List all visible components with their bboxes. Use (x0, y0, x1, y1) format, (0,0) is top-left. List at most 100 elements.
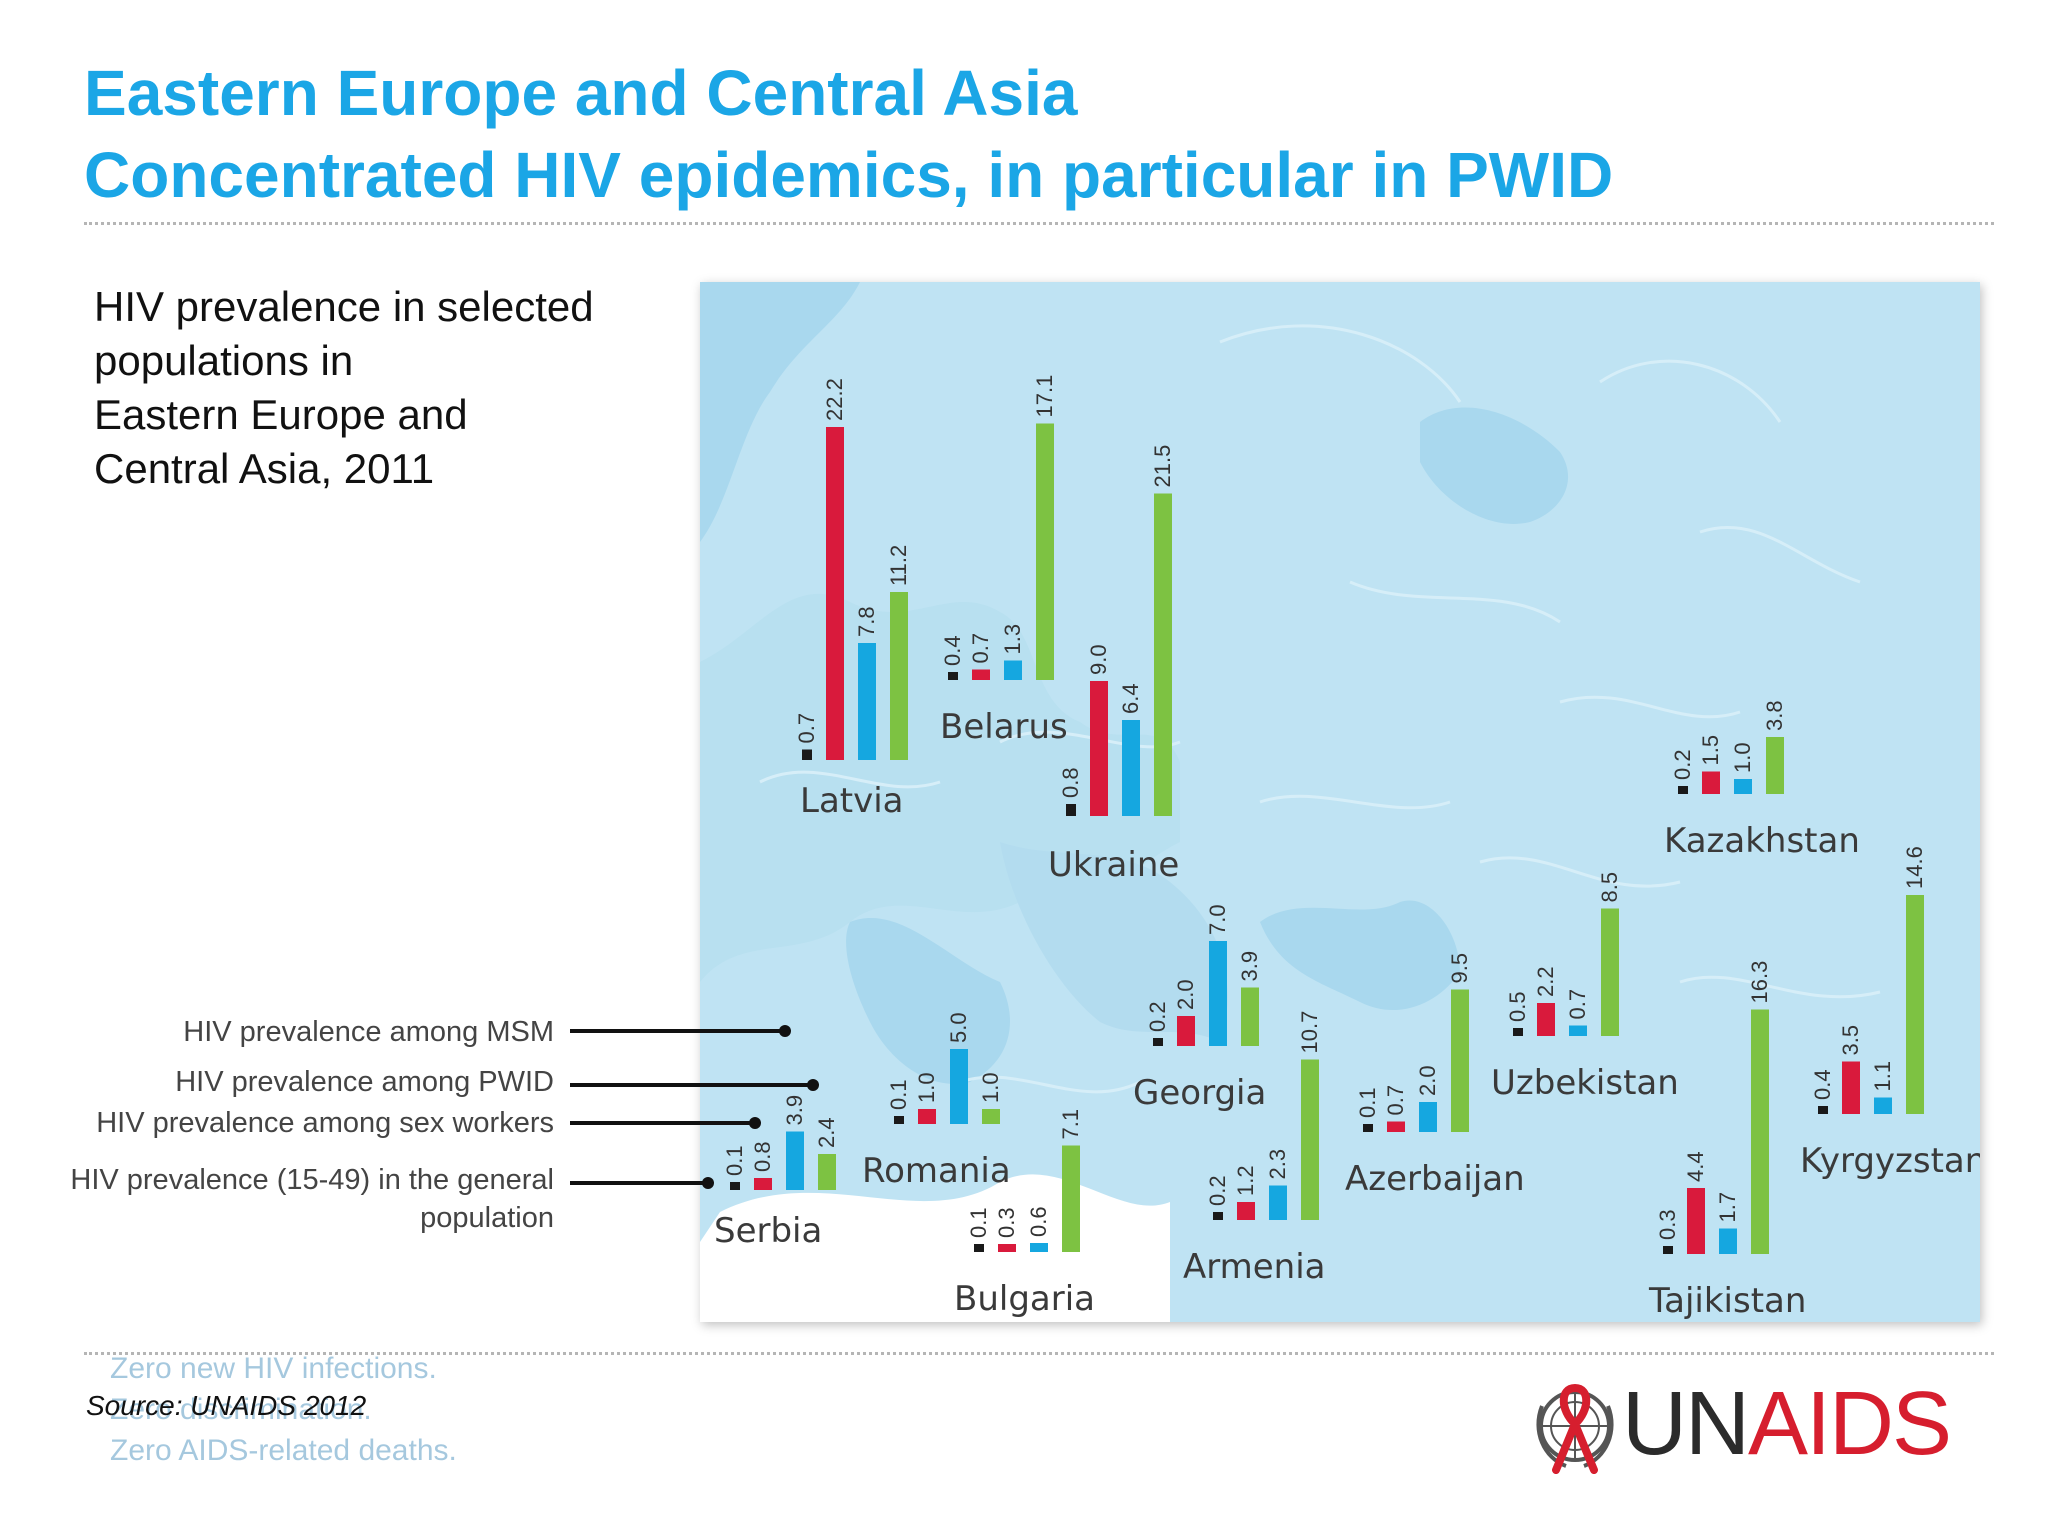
bar-serbia-sex-workers (754, 1178, 772, 1190)
value-label-romania-msm: 5.0 (946, 1012, 971, 1043)
country-label-kyrgyzstan: Kyrgyzstan (1800, 1141, 1980, 1181)
legend-general-line-1: HIV prevalence (15-49) in the general (70, 1164, 554, 1196)
value-label-belarus-msm: 1.3 (1000, 624, 1025, 655)
bar-bulgaria-sex-workers (998, 1244, 1016, 1252)
legend-sex-workers-dot (749, 1117, 761, 1129)
legend-sex-workers-label: HIV prevalence among sex workers (96, 1107, 554, 1139)
country-label-bulgaria: Bulgaria (954, 1279, 1095, 1319)
country-group-tajikistan: 0.3 4.4 1.7 16.3 Tajikistan (1648, 961, 1806, 1321)
country-group-bulgaria: 0.1 0.3 0.6 7.1 Bulgaria (954, 1109, 1095, 1319)
top-divider (84, 222, 1994, 225)
map-chart: 0.7 22.2 7.8 11.2 Latvia 0.4 0.7 1.3 17.1 Belarus… (700, 282, 1986, 1322)
value-label-bulgaria-pwid: 7.1 (1058, 1109, 1083, 1140)
value-label-romania-sex-workers: 1.0 (914, 1072, 939, 1103)
country-group-serbia: 0.1 0.8 3.9 2.4 Serbia (714, 1095, 839, 1251)
value-label-bulgaria-msm: 0.6 (1026, 1206, 1051, 1237)
bar-azerbaijan-pwid (1451, 989, 1469, 1132)
legend-general-connector (570, 1181, 708, 1185)
page-title: Eastern Europe and Central Asia Concentr… (84, 52, 1613, 216)
title-line-2: Concentrated HIV epidemics, in particula… (84, 139, 1614, 211)
value-label-belarus-general: 0.4 (940, 635, 965, 666)
value-label-bulgaria-general: 0.1 (966, 1207, 991, 1238)
bar-ukraine-msm (1122, 720, 1140, 816)
value-label-azerbaijan-sex-workers: 0.7 (1383, 1085, 1408, 1116)
value-label-georgia-sex-workers: 2.0 (1173, 979, 1198, 1010)
legend-pwid-label: HIV prevalence among PWID (175, 1066, 554, 1098)
bar-armenia-general (1213, 1212, 1223, 1220)
country-group-kazakhstan: 0.2 1.5 1.0 3.8 Kazakhstan (1664, 700, 1860, 861)
value-label-uzbekistan-msm: 0.7 (1565, 989, 1590, 1020)
bar-bulgaria-msm (1030, 1243, 1048, 1252)
value-label-ukraine-sex-workers: 9.0 (1086, 644, 1111, 675)
bar-romania-general (894, 1116, 904, 1124)
legend-msm-dot (779, 1025, 791, 1037)
bar-romania-pwid (982, 1109, 1000, 1124)
value-label-kyrgyzstan-msm: 1.1 (1870, 1061, 1895, 1092)
bar-tajikistan-pwid (1751, 1009, 1769, 1254)
unaids-logo: UNAIDS (1530, 1370, 1952, 1480)
country-label-ukraine: Ukraine (1048, 845, 1179, 885)
slogan-line-3: Zero AIDS-related deaths. (110, 1434, 457, 1467)
legend-pwid-connector (570, 1083, 813, 1087)
legend-general-dot (702, 1177, 714, 1189)
bar-georgia-sex-workers (1177, 1016, 1195, 1046)
bar-belarus-sex-workers (972, 669, 990, 680)
legend-general-label: HIV prevalence (15-49) in the general po… (70, 1161, 554, 1237)
value-label-armenia-pwid: 10.7 (1297, 1011, 1322, 1054)
bar-ukraine-pwid (1154, 493, 1172, 816)
bar-latvia-sex-workers (826, 427, 844, 760)
bar-kazakhstan-msm (1734, 779, 1752, 794)
value-label-belarus-pwid: 17.1 (1032, 375, 1057, 418)
value-label-tajikistan-general: 0.3 (1655, 1209, 1680, 1240)
subtitle-line-4: Central Asia, 2011 (94, 445, 435, 492)
value-label-serbia-general: 0.1 (722, 1145, 747, 1176)
unaids-wordmark: UNAIDS (1622, 1374, 1952, 1474)
value-label-kyrgyzstan-pwid: 14.6 (1902, 846, 1927, 889)
value-label-latvia-msm: 7.8 (854, 606, 879, 637)
bar-romania-sex-workers (918, 1109, 936, 1124)
value-label-tajikistan-msm: 1.7 (1715, 1192, 1740, 1223)
value-label-kyrgyzstan-general: 0.4 (1810, 1069, 1835, 1100)
value-label-armenia-general: 0.2 (1205, 1175, 1230, 1206)
country-label-uzbekistan: Uzbekistan (1491, 1063, 1679, 1103)
title-line-1: Eastern Europe and Central Asia (84, 57, 1078, 129)
value-label-romania-general: 0.1 (886, 1079, 911, 1110)
country-label-kazakhstan: Kazakhstan (1664, 821, 1860, 861)
bar-azerbaijan-msm (1419, 1102, 1437, 1132)
bar-latvia-msm (858, 643, 876, 760)
value-label-georgia-msm: 7.0 (1205, 904, 1230, 935)
country-group-ukraine: 0.8 9.0 6.4 21.5 Ukraine (1048, 445, 1179, 885)
bar-armenia-pwid (1301, 1059, 1319, 1220)
country-group-georgia: 0.22.0 7.0 3.9 Georgia (1133, 904, 1266, 1113)
source-note: Source: UNAIDS 2012 (86, 1390, 367, 1421)
value-label-latvia-general: 0.7 (794, 713, 819, 744)
value-label-bulgaria-sex-workers: 0.3 (994, 1207, 1019, 1238)
bottom-divider (84, 1352, 1994, 1355)
un-emblem-icon (1536, 1383, 1614, 1474)
bar-uzbekistan-general (1513, 1028, 1523, 1036)
value-label-kazakhstan-pwid: 3.8 (1762, 700, 1787, 731)
bar-azerbaijan-general (1363, 1124, 1373, 1132)
bar-serbia-msm (786, 1131, 804, 1190)
value-label-serbia-pwid: 2.4 (814, 1117, 839, 1148)
bar-uzbekistan-pwid (1601, 908, 1619, 1036)
value-label-uzbekistan-sex-workers: 2.2 (1533, 966, 1558, 997)
value-label-uzbekistan-pwid: 8.5 (1597, 872, 1622, 903)
subtitle-line-3: Eastern Europe and (94, 391, 468, 438)
country-label-georgia: Georgia (1133, 1073, 1266, 1113)
country-group-belarus: 0.4 0.7 1.3 17.1 Belarus (940, 375, 1068, 747)
logo-un-text: UN (1622, 1374, 1750, 1474)
value-label-armenia-sex-workers: 1.2 (1233, 1165, 1258, 1196)
bar-belarus-general (948, 672, 958, 680)
value-label-azerbaijan-pwid: 9.5 (1447, 953, 1472, 984)
value-label-serbia-msm: 3.9 (782, 1095, 807, 1126)
bar-uzbekistan-sex-workers (1537, 1003, 1555, 1036)
country-label-belarus: Belarus (940, 707, 1068, 747)
country-label-romania: Romania (862, 1151, 1011, 1191)
bar-belarus-msm (1004, 660, 1022, 680)
country-label-azerbaijan: Azerbaijan (1345, 1159, 1525, 1199)
country-label-latvia: Latvia (800, 781, 904, 821)
slogan-line-1: Zero new HIV infections. (110, 1352, 437, 1385)
country-group-armenia: 0.2 1.2 2.3 10.7 Armenia (1183, 1011, 1326, 1287)
